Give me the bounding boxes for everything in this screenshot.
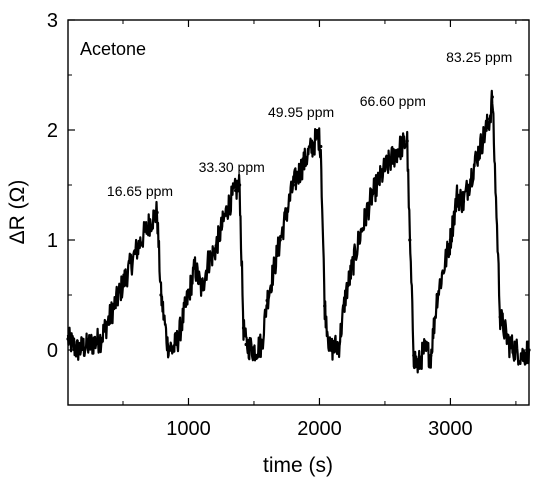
data-point — [304, 155, 308, 160]
data-point — [252, 348, 256, 352]
y-axis-ticks: 0 1 2 3 — [47, 10, 529, 406]
data-point — [260, 342, 264, 347]
data-point — [75, 348, 79, 352]
y-tick-label: 0 — [47, 340, 58, 362]
data-point — [134, 249, 138, 253]
data-point — [323, 304, 327, 308]
concentration-annotation: 16.65 ppm — [107, 183, 173, 199]
data-point — [234, 188, 238, 193]
data-point — [171, 348, 175, 352]
data-point — [278, 238, 282, 242]
x-axis-ticks: 1000 2000 3000 — [122, 20, 517, 440]
data-point — [412, 353, 416, 358]
data-point — [213, 249, 217, 253]
y-tick-label: 2 — [47, 120, 58, 142]
data-point — [396, 148, 400, 152]
data-point — [121, 282, 125, 286]
panel-label: Acetone — [80, 39, 146, 59]
y-axis-label: ΔR (Ω) — [6, 180, 29, 245]
data-point — [219, 227, 223, 231]
data-point — [527, 348, 531, 352]
data-point — [200, 287, 204, 292]
data-point — [291, 183, 295, 187]
resistance-response-line — [66, 89, 531, 374]
data-point — [186, 293, 191, 297]
data-point — [448, 238, 452, 242]
data-point — [265, 298, 269, 303]
data-point — [244, 342, 248, 347]
data-point — [328, 348, 332, 352]
data-point — [193, 265, 197, 270]
data-point — [507, 342, 511, 347]
data-point — [416, 364, 420, 369]
data-point — [383, 166, 387, 171]
data-point — [159, 293, 163, 297]
data-point — [461, 199, 466, 204]
concentration-annotation: 33.30 ppm — [199, 159, 265, 175]
x-axis-label: time (s) — [263, 454, 333, 477]
data-point — [408, 238, 412, 242]
y-tick-label: 1 — [47, 230, 58, 252]
data-point — [241, 326, 246, 330]
data-point — [99, 337, 103, 341]
x-tick-label: 1000 — [166, 418, 211, 440]
data-point — [488, 117, 492, 121]
x-tick-label: 3000 — [428, 418, 473, 440]
concentration-annotation: 49.95 ppm — [268, 104, 334, 120]
annotation-layer: 16.65 ppm 33.30 ppm 49.95 ppm 66.60 ppm 83.2… — [107, 49, 512, 199]
data-point — [226, 205, 230, 209]
plot-frame — [67, 19, 530, 406]
data-point — [405, 139, 409, 143]
data-point — [475, 155, 479, 160]
data-point — [147, 221, 151, 226]
x-tick-label: 2000 — [297, 418, 342, 440]
data-point — [422, 348, 426, 352]
data-point — [344, 293, 348, 297]
data-point — [429, 353, 433, 358]
data-point — [176, 337, 180, 341]
data-point — [88, 342, 92, 347]
data-point — [490, 95, 494, 99]
y-tick-label: 3 — [47, 10, 58, 32]
data-point — [155, 210, 159, 215]
data-point — [435, 293, 439, 297]
data-point — [370, 194, 374, 198]
data-point — [319, 144, 323, 149]
concentration-annotation: 83.25 ppm — [446, 49, 512, 65]
data-point — [498, 315, 502, 319]
data-point — [520, 353, 525, 358]
data-point — [316, 133, 320, 138]
data-point — [66, 337, 70, 341]
data-point — [337, 342, 341, 347]
concentration-annotation: 66.60 ppm — [360, 93, 426, 109]
series-layer — [66, 89, 531, 374]
data-point — [238, 183, 242, 187]
data-point — [108, 315, 112, 319]
data-point — [455, 194, 459, 198]
data-point — [165, 342, 170, 347]
data-point — [206, 260, 210, 264]
data-point — [357, 238, 361, 242]
